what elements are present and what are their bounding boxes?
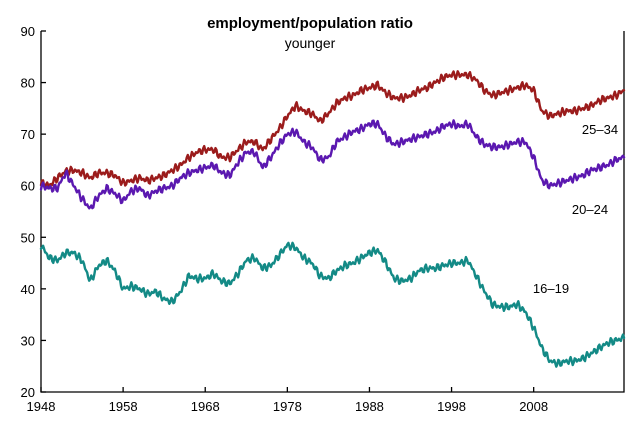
series-line-25–34 <box>39 70 626 190</box>
plot-frame <box>40 31 625 393</box>
axes: 20 30 40 50 60 70 80 90 1948 1958 1968 1978 1988 1998… <box>21 24 625 414</box>
chart-title: employment/population ratio <box>207 15 413 32</box>
x-tick-label: 1968 <box>191 399 220 414</box>
y-tick-label: 40 <box>21 282 35 297</box>
series-label: 16–19 <box>533 281 569 296</box>
series-label: 20–24 <box>572 202 608 217</box>
chart-subtitle: younger <box>285 35 336 51</box>
y-tick-label: 80 <box>21 76 35 91</box>
series-labels: 25–34 20–24 16–19 <box>533 122 618 296</box>
x-tick-label: 1998 <box>437 399 466 414</box>
y-tick-label: 70 <box>21 127 35 142</box>
y-tick-label: 60 <box>21 179 35 194</box>
y-tick-label: 20 <box>21 385 35 400</box>
x-tick-label: 1978 <box>273 399 302 414</box>
series-line-16–19 <box>39 241 626 368</box>
y-tick-label: 90 <box>21 24 35 39</box>
x-tick-label: 1948 <box>27 399 56 414</box>
x-tick-label: 1988 <box>355 399 384 414</box>
x-tick-label: 1958 <box>109 399 138 414</box>
y-tick-label: 30 <box>21 333 35 348</box>
x-tick-label: 2008 <box>519 399 548 414</box>
series-line-20–24 <box>39 119 626 210</box>
series-label: 25–34 <box>582 122 618 137</box>
series-lines <box>39 70 626 368</box>
y-tick-label: 50 <box>21 230 35 245</box>
